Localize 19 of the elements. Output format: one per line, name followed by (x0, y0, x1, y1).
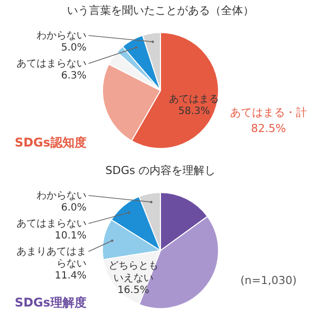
text: (n=1,030) (240, 274, 297, 287)
slice-label: あまりあてはまらない (16, 246, 86, 270)
data-label: 16.5% (117, 284, 150, 296)
text: SDGs認知度 (14, 136, 86, 150)
slice-label: わからない (36, 30, 86, 42)
text: SDGs理解度 (14, 296, 86, 310)
slice-label: あてはまらない (16, 58, 86, 70)
text: あてはまる・計 82.5% (230, 106, 307, 135)
chart-title: いう言葉を聞いたことがある（全体） (67, 4, 254, 17)
slice-label: あてはまらない (16, 218, 86, 230)
data-label: 6.0% (61, 202, 86, 214)
slice-label: どちらともいえない (108, 260, 158, 284)
slice-label: わからない (36, 190, 86, 202)
data-label: 10.1% (54, 230, 87, 242)
chart-title: SDGs の内容を理解し (105, 164, 216, 177)
data-label: 11.4% (54, 270, 87, 282)
data-label: 6.3% (61, 70, 86, 82)
data-label: 58.3% (178, 106, 210, 118)
data-label: 5.0% (61, 42, 86, 54)
